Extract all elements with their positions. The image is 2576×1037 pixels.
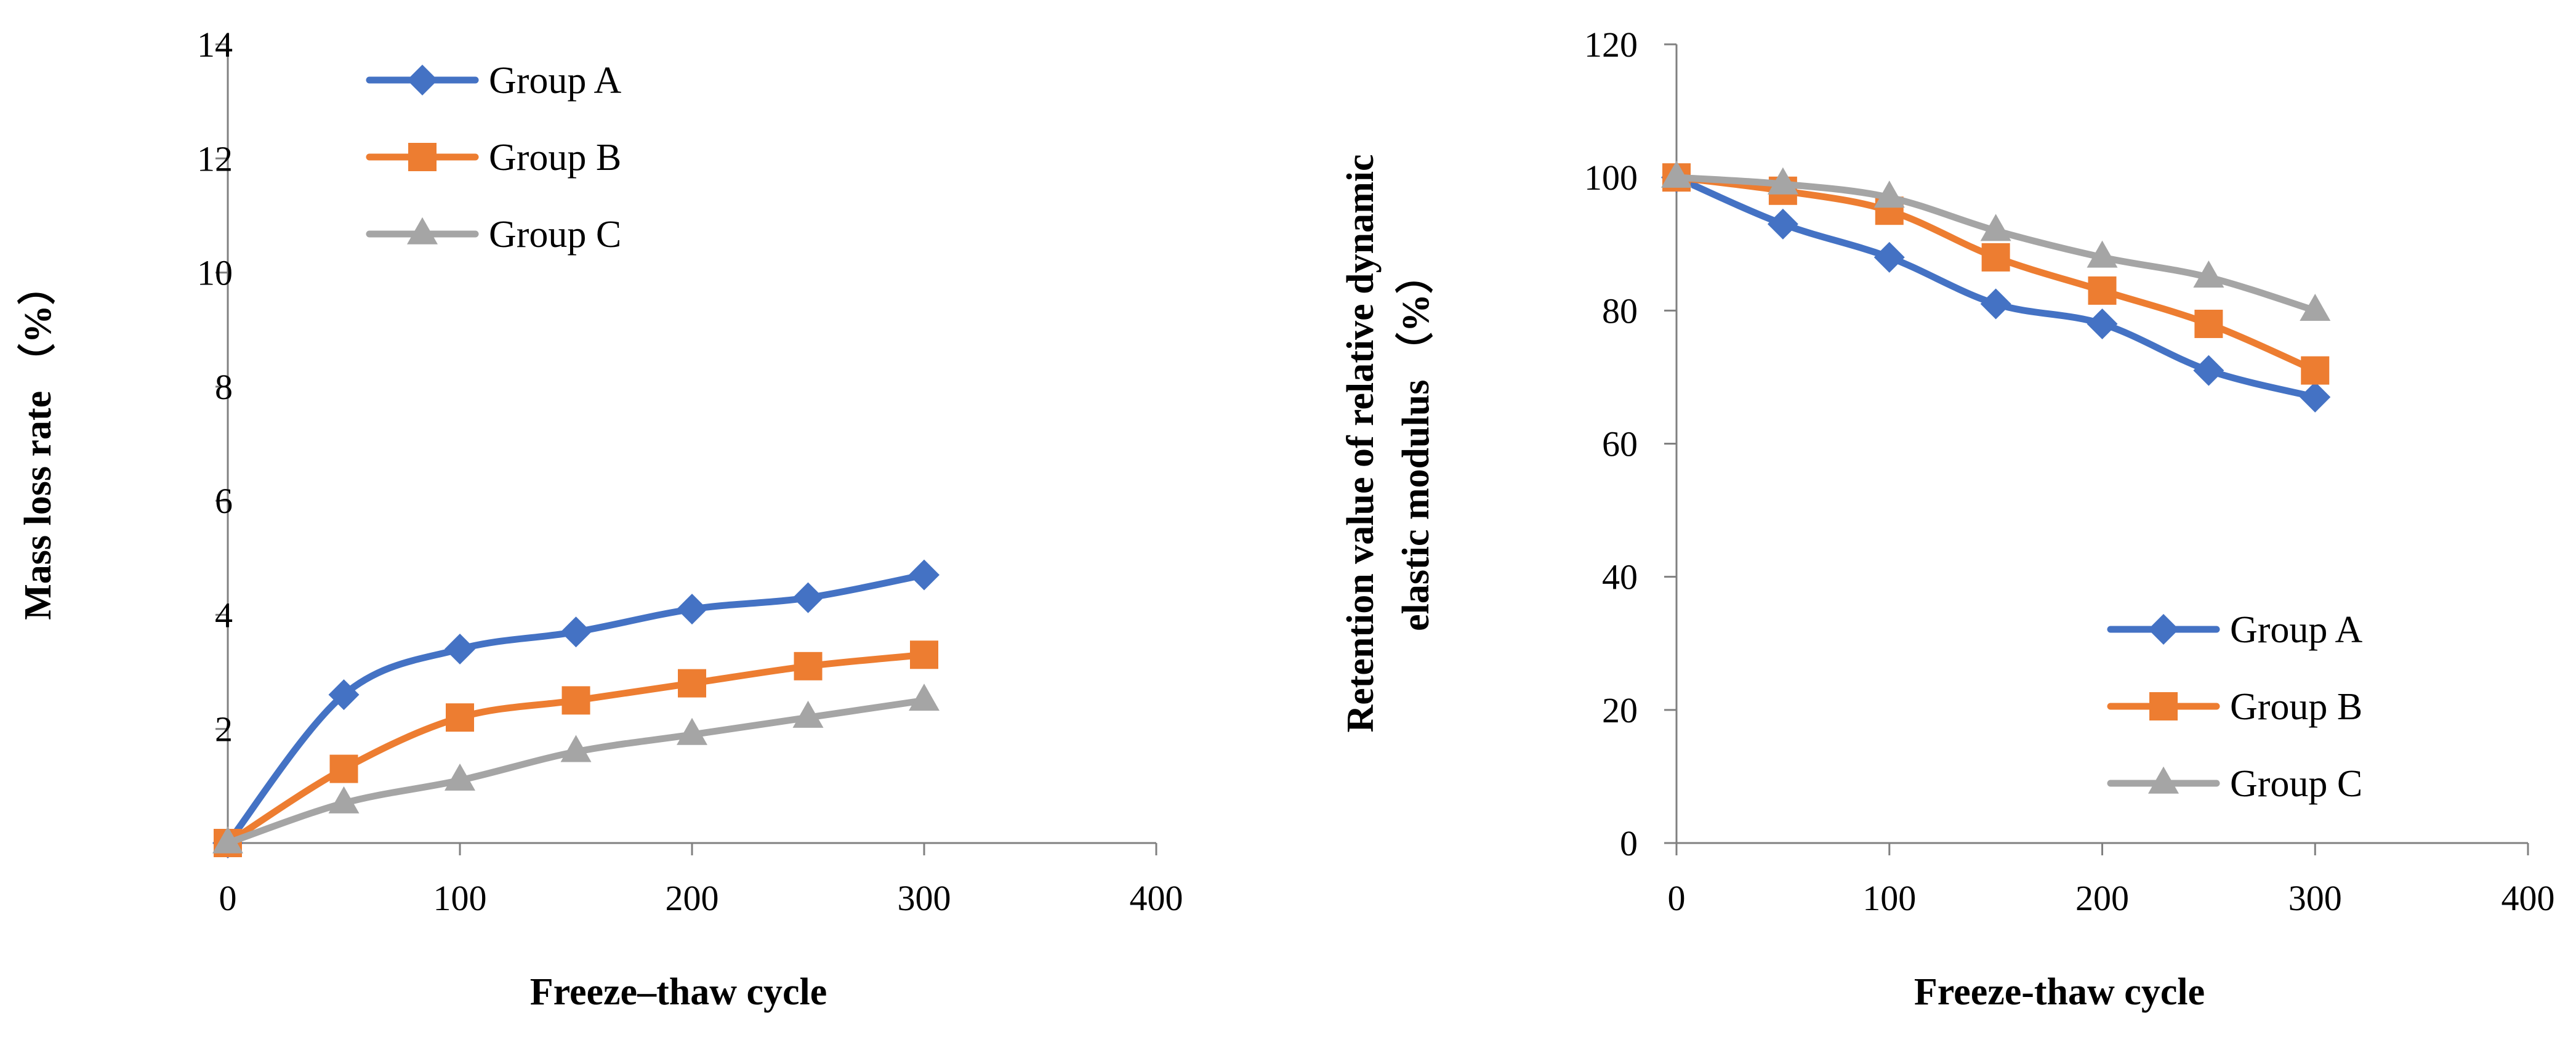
y-axis-title: Mass loss rate （%）: [16, 267, 59, 619]
y-axis-title: elastic modulus （%）: [1394, 256, 1437, 631]
x-tick-label: 200: [666, 878, 719, 918]
data-point: [2087, 308, 2118, 339]
legend-marker: [2148, 766, 2179, 794]
data-point: [1767, 208, 1798, 240]
data-point: [677, 717, 707, 745]
data-point: [328, 679, 360, 711]
y-tick-label: 0: [1620, 823, 1638, 863]
data-point: [328, 786, 360, 813]
data-point: [1980, 214, 2011, 241]
legend-marker: [2148, 614, 2179, 645]
data-point: [1981, 243, 2010, 272]
legend: Group A Group B Group C: [366, 60, 622, 256]
data-point: [560, 616, 592, 648]
data-point: [2088, 276, 2117, 305]
data-point: [677, 594, 707, 625]
data-point: [2300, 294, 2331, 321]
x-tick-label: 0: [219, 878, 237, 918]
series-group-c: [1661, 160, 2331, 321]
x-axis-title: Freeze-thaw cycle: [1914, 971, 2205, 1013]
x-tick-label: 400: [2502, 878, 2555, 918]
data-point: [445, 763, 475, 791]
data-point: [2193, 260, 2224, 288]
y-tick-label: 8: [215, 367, 233, 407]
data-point: [561, 686, 590, 715]
legend-label: Group A: [489, 60, 622, 102]
data-point: [678, 669, 706, 698]
data-point: [1767, 167, 1798, 195]
data-point: [910, 640, 938, 669]
y-tick-label: 120: [1584, 25, 1638, 65]
data-point: [212, 826, 243, 853]
series-group-b: [1662, 163, 2330, 385]
data-point: [2087, 240, 2118, 268]
y-tick-label: 80: [1602, 291, 1638, 331]
dynamic-modulus-chart: 0 20 40 60 80 100 120 0 100 200 300 400 Freeze-thaw …: [1340, 25, 2555, 1013]
data-point: [1661, 160, 1692, 188]
data-point: [560, 735, 592, 762]
data-point: [1874, 180, 1905, 208]
legend-label: Group C: [489, 214, 621, 256]
x-tick-label: 200: [2075, 878, 2129, 918]
y-tick-label: 40: [1602, 557, 1638, 597]
legend-marker: [407, 65, 438, 95]
y-tick-label: 4: [215, 595, 233, 635]
x-tick-label: 400: [1130, 878, 1183, 918]
data-point: [909, 559, 940, 591]
series-group-c: [212, 684, 940, 853]
x-tick-label: 100: [1862, 878, 1916, 918]
data-point: [329, 754, 358, 783]
x-tick-label: 0: [1668, 878, 1686, 918]
series-line: [1673, 174, 2319, 374]
x-tick-label: 300: [2288, 878, 2342, 918]
x-tick-label: 300: [898, 878, 951, 918]
data-point: [792, 582, 824, 613]
y-tick-label: 10: [197, 253, 233, 293]
legend-label: Group A: [2230, 609, 2363, 651]
legend: Group A Group B Group C: [2107, 609, 2363, 805]
data-point: [2301, 356, 2330, 385]
x-tick-label: 100: [433, 878, 487, 918]
data-point: [445, 634, 475, 665]
legend-label: Group C: [2230, 763, 2362, 805]
mass-loss-chart: 024681012140100200300400Freeze–thaw cycl…: [16, 25, 1183, 1013]
y-tick-label: 14: [197, 25, 233, 65]
legend-label: Group B: [2230, 686, 2362, 728]
series-group-b: [214, 640, 938, 857]
series-group-a: [212, 559, 940, 858]
data-point: [1874, 241, 1905, 273]
data-point: [792, 700, 824, 728]
y-tick-label: 6: [215, 481, 233, 521]
legend-marker: [408, 143, 437, 171]
data-point: [1980, 288, 2011, 320]
data-point: [446, 703, 474, 732]
y-tick-label: 12: [197, 139, 233, 179]
legend-marker: [407, 217, 438, 244]
y-tick-label: 2: [215, 709, 233, 749]
y-tick-label: 100: [1584, 158, 1638, 198]
y-axis-title: Retention value of relative dynamic: [1340, 154, 1382, 732]
data-point: [794, 652, 823, 680]
legend-marker: [2149, 692, 2178, 720]
legend-label: Group B: [489, 137, 621, 179]
y-tick-label: 20: [1602, 690, 1638, 730]
data-point: [2193, 355, 2224, 386]
data-point: [909, 684, 940, 711]
series-group-a: [1661, 162, 2331, 413]
x-axis-title: Freeze–thaw cycle: [530, 971, 827, 1013]
data-point: [2194, 309, 2223, 338]
data-point: [2300, 381, 2331, 413]
y-tick-label: 60: [1602, 424, 1638, 464]
